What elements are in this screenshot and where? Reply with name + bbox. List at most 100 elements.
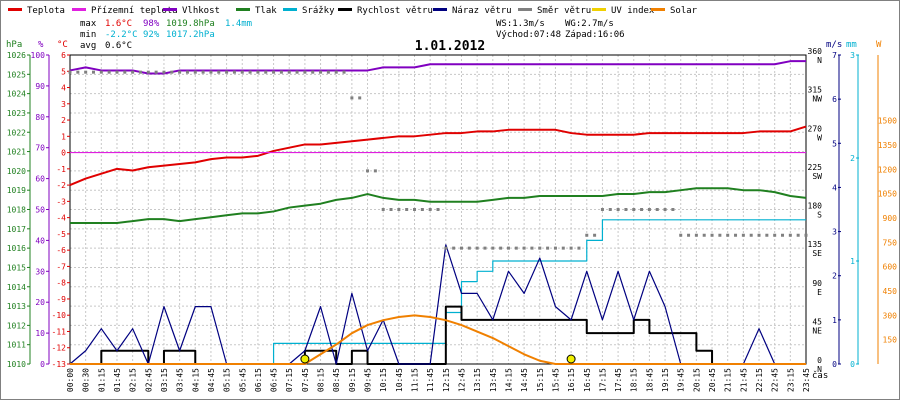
winddir-name-45: NE [812, 326, 822, 335]
x-tick-label-41: 20:15 [692, 368, 701, 392]
pressure-tick-1015: 1015 [7, 263, 26, 272]
legend: Teplota Přízemní teplota Vlhkost Tlak Srážky… [8, 6, 698, 16]
winddir-point-mid-42 [718, 233, 722, 237]
winddir-point-33 [569, 246, 573, 250]
windms-tick-0: 0 [832, 360, 837, 369]
temperature-tick-6: 6 [61, 51, 66, 60]
winddir-point-mid-44 [749, 233, 753, 237]
humidity-tick-30: 30 [35, 267, 45, 276]
winddir-deg-135: 135 [808, 240, 823, 249]
winddir-point-mid-39 [671, 208, 675, 211]
winddir-point-23 [413, 208, 417, 211]
winddir-point-mid-47 [796, 233, 800, 237]
windms-tick-5: 5 [832, 139, 837, 148]
windms-tick-2: 2 [832, 272, 837, 281]
winddir-point-37 [632, 208, 636, 211]
x-tick-label-9: 04:15 [191, 368, 200, 392]
temperature-tick-2: 2 [61, 116, 66, 125]
x-tick-label-16: 07:45 [301, 368, 310, 392]
x-tick-labels: 00:00 00:30 01:15 01:45 02:15 02:45 03:15 03:45… [66, 368, 811, 392]
legend-swatch-10 [651, 8, 665, 11]
winddir-point-17 [319, 70, 323, 74]
pressure-tick-1025: 1025 [7, 70, 26, 79]
wind-gust-info: WG:2.7m/s [565, 19, 614, 29]
pressure-tick-1020: 1020 [7, 167, 26, 176]
grid [69, 54, 807, 365]
humidity-tick-0: 0 [40, 360, 45, 369]
winddir-point-mid-4 [123, 70, 127, 74]
pressure-tick-1023: 1023 [7, 109, 26, 118]
winddir-point-3 [99, 70, 103, 74]
winddir-point-mid-18 [342, 70, 346, 74]
solar-tick-900: 900 [883, 214, 898, 223]
legend-swatch-9 [592, 8, 606, 11]
winddir-point-1 [68, 70, 72, 74]
winddir-point-mid-30 [530, 246, 534, 250]
axes: 1010101110121013101410151016101710181019… [7, 47, 897, 374]
stat-min-hum: 92% [143, 30, 160, 40]
winddir-point-mid-16 [311, 70, 315, 74]
windms-tick-6: 6 [832, 95, 837, 104]
winddir-deg-360: 360 [808, 47, 823, 56]
windms-tick-4: 4 [832, 183, 837, 192]
winddir-point-4 [115, 70, 119, 74]
x-tick-label-39: 19:15 [661, 368, 670, 392]
x-tick-label-23: 11:15 [411, 368, 420, 392]
rain-tick-2: 2 [850, 154, 855, 163]
winddir-point-mid-33 [577, 246, 581, 250]
x-tick-label-13: 06:15 [254, 368, 263, 392]
winddir-point-mid-21 [389, 208, 393, 211]
winddir-point-mid-3 [107, 70, 111, 74]
winddir-deg-45: 45 [812, 317, 822, 326]
winddir-point-27 [475, 246, 479, 250]
windms-tick-3: 3 [832, 228, 837, 237]
winddir-point-45 [757, 233, 761, 237]
stats-block: max 1.6°C 98% 1019.8hPa 1.4mm min -2.2°C… [80, 19, 252, 51]
temperature-tick--7: -7 [56, 262, 66, 271]
solar-tick-1050: 1050 [878, 190, 897, 199]
winddir-point-9 [193, 70, 197, 74]
winddir-point-46 [773, 233, 777, 237]
stat-max-press: 1019.8hPa [166, 19, 215, 29]
x-tick-label-14: 06:45 [270, 368, 279, 392]
solar-tick-1500: 1500 [878, 117, 897, 126]
temperature-tick--1: -1 [56, 165, 66, 174]
winddir-point-mid-24 [436, 208, 440, 211]
temperature-tick--8: -8 [56, 279, 66, 288]
legend-swatch-2 [72, 8, 86, 11]
winddir-point-mid-34 [593, 233, 597, 237]
x-tick-label-21: 10:15 [379, 368, 388, 392]
winddir-point-29 [506, 246, 510, 250]
winddir-point-mid-9 [201, 70, 205, 74]
stat-max-temp: 1.6°C [105, 19, 132, 29]
x-tick-label-44: 21:45 [739, 368, 748, 392]
winddir-name-315: NW [812, 95, 822, 104]
wind-sun-info: WS:1.3m/s WG:2.7m/s Východ:07:48 Západ:1… [496, 19, 625, 40]
sunrise-marker [300, 354, 310, 364]
pressure-tick-1018: 1018 [7, 206, 26, 215]
winddir-point-mid-25 [452, 246, 456, 250]
winddir-point-5 [131, 70, 135, 74]
winddir-point-19 [350, 96, 354, 100]
winddir-point-mid-13 [264, 70, 268, 74]
legend-swatch-4 [236, 8, 250, 11]
solar-tick-750: 750 [883, 238, 898, 247]
humidity-tick-40: 40 [35, 236, 45, 245]
x-tick-label-18: 08:45 [332, 368, 341, 392]
winddir-point-mid-1 [76, 70, 80, 74]
humidity-tick-20: 20 [35, 298, 45, 307]
legend-label-4: Tlak [255, 6, 277, 16]
pressure-tick-1024: 1024 [7, 90, 26, 99]
winddir-deg-180: 180 [808, 202, 823, 211]
winddir-point-mid-2 [91, 70, 95, 74]
humidity-tick-50: 50 [35, 206, 45, 215]
pressure-tick-1019: 1019 [7, 186, 26, 195]
winddir-name-135: SE [812, 249, 822, 258]
wind-speed-info: WS:1.3m/s [496, 19, 545, 29]
series-line-9 [70, 314, 806, 365]
winddir-point-15 [287, 70, 291, 74]
x-tick-label-33: 16:15 [567, 368, 576, 392]
sunrise-info: Východ:07:48 [496, 30, 561, 40]
winddir-point-mid-8 [185, 70, 189, 74]
legend-label-1: Teplota [27, 6, 65, 16]
